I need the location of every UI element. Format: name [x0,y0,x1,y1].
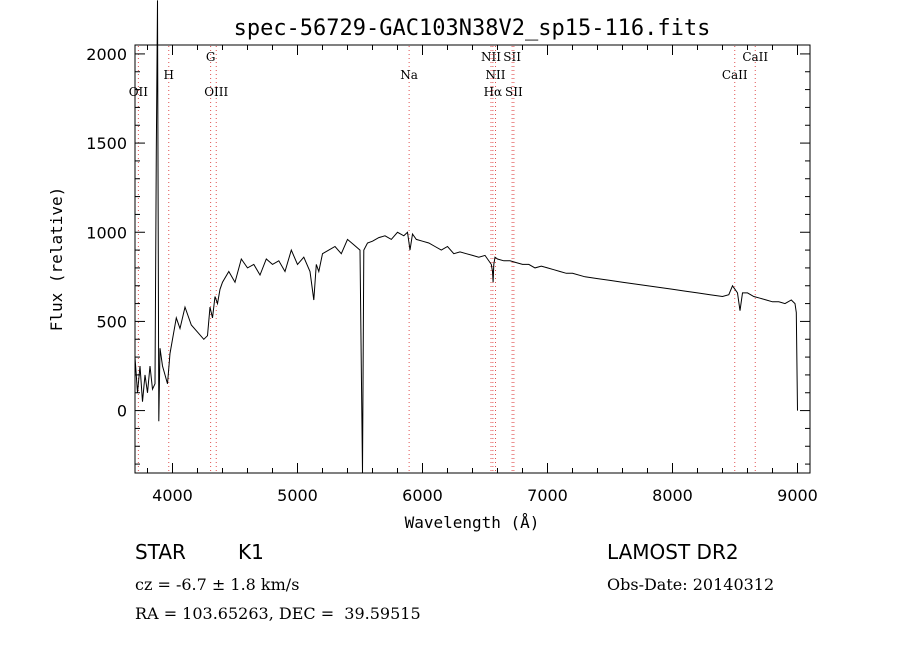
object-class: STAR [135,540,186,564]
line-marker-label-3: OIII [204,85,228,99]
spectrum-line-0 [134,0,798,474]
spectrum-series [134,0,798,474]
y-tick-label-1000: 1000 [86,223,127,242]
y-tick-label-0: 0 [117,402,127,421]
x-tick-label-7000: 7000 [527,486,568,505]
x-tick-label-5000: 5000 [277,486,318,505]
y-tick-label-500: 500 [96,312,127,331]
object-subclass: K1 [238,540,264,564]
line-marker-label-7: Hα [484,85,503,99]
x-tick-label-6000: 6000 [402,486,443,505]
line-marker-label-2: G [206,50,216,64]
line-marker-label-9: SII [505,85,523,99]
line-marker-label-1: H [164,68,174,82]
redshift-text: cz = -6.7 ± 1.8 km/s [135,575,300,594]
line-marker-label-4: Na [400,68,418,82]
coordinates: RA = 103.65263, DEC = 39.59515 [135,604,421,623]
y-tick-label-1500: 1500 [86,134,127,153]
x-tick-label-9000: 9000 [777,486,818,505]
chart-title: spec-56729-GAC103N38V2_sp15-116.fits [234,16,711,41]
x-tick-label-8000: 8000 [652,486,693,505]
line-marker-label-10: CaII [722,68,748,82]
axis-ticks: 4000 5000 6000 7000 8000 9000 0 500 1000 1500 2000 [86,45,818,505]
line-marker-label-8: SII [503,50,521,64]
y-axis-label: Flux (relative) [47,187,66,332]
y-tick-label-2000: 2000 [86,45,127,64]
line-marker-label-0: OII [129,85,149,99]
line-marker-label-5: NII [481,50,501,64]
x-tick-label-4000: 4000 [152,486,193,505]
line-marker-label-11: CaII [742,50,768,64]
plot-frame [134,44,811,474]
obs-date: Obs-Date: 20140312 [607,575,775,594]
line-marker-label-6: NII [486,68,506,82]
x-axis-label: Wavelength (Å) [405,513,540,532]
survey-name: LAMOST DR2 [607,540,739,564]
